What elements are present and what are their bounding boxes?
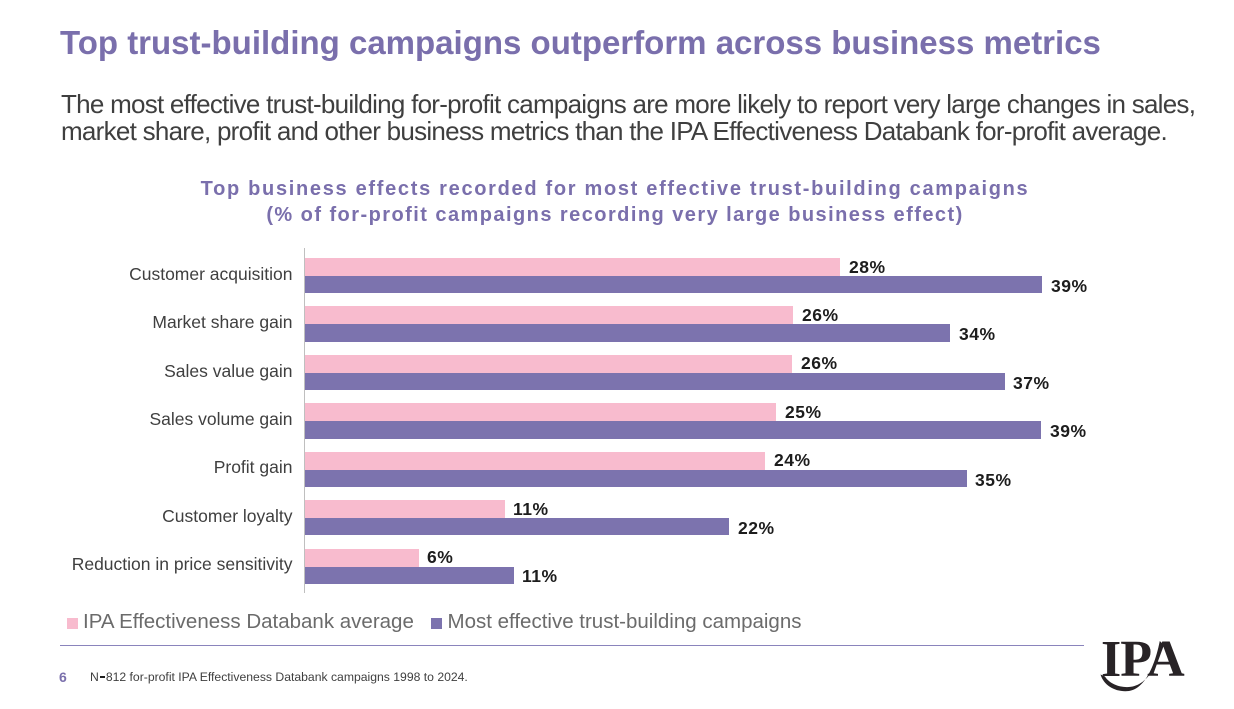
svg-text:IPA: IPA <box>1101 634 1185 688</box>
